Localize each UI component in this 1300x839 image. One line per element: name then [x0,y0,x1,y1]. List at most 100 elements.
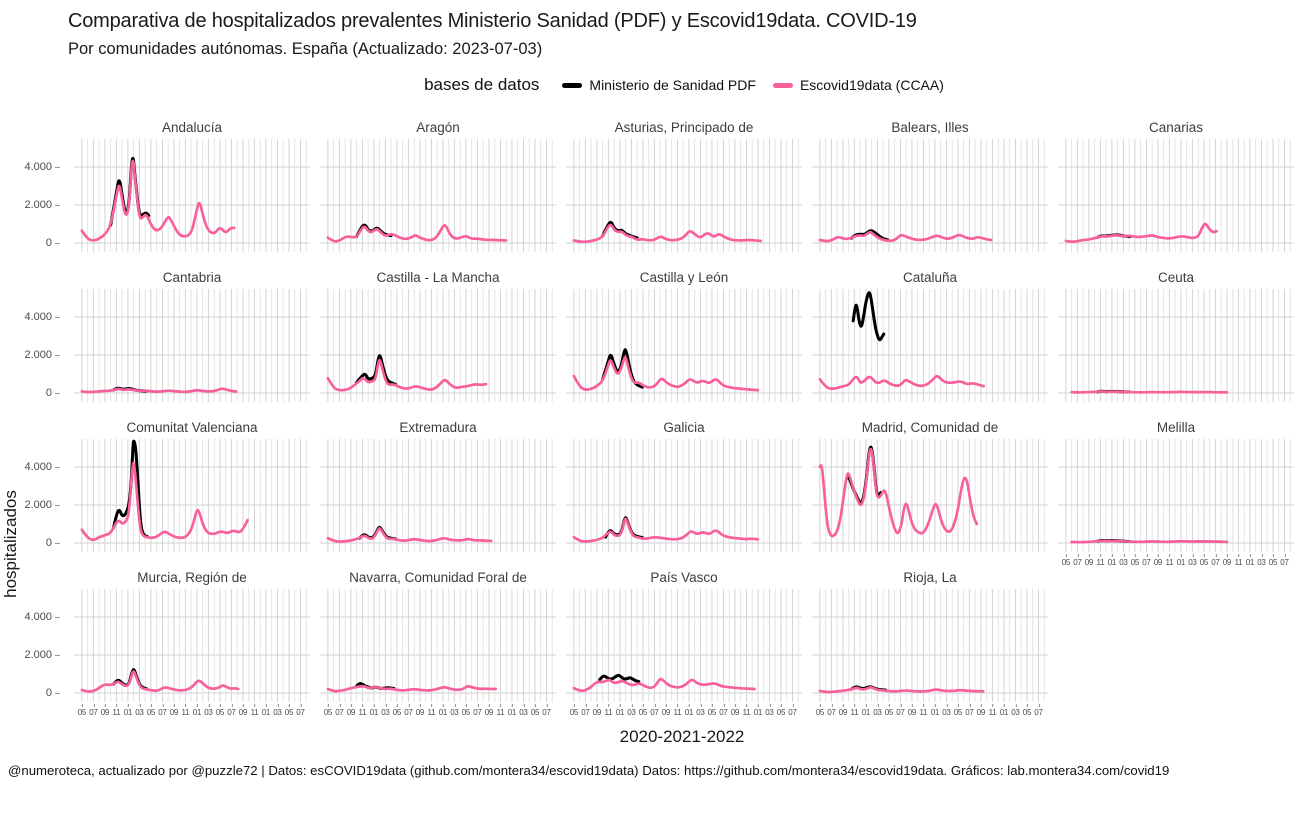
facet-title: Castilla - La Mancha [376,270,500,285]
facet-canarias: Canarias [1058,119,1294,269]
facet-navarra-comunidad-foral-de: Navarra, Comunidad Foral de 05 07 09 11 01 03 0… [320,569,556,719]
line-escovid [572,223,763,244]
gridlines [74,439,310,552]
x-tick-label: 05 [77,704,87,717]
facet-panel [320,139,556,252]
x-tick-label: 05 [707,704,717,717]
x-tick-label: 01 [507,704,517,717]
x-tick-label: 09 [976,704,986,717]
line-escovid [818,374,986,391]
facet-title: Extremadura [399,420,477,435]
x-tick-label: 05 [815,704,825,717]
line-escovid [818,230,993,243]
facet-melilla: Melilla 05 07 09 11 01 03 05 07 09 11 01 03 05 07 09 11 0… [1058,419,1294,569]
x-tick-label: 11 [358,704,367,717]
y-tick-mark [55,466,60,468]
x-tick-label: 11 [427,704,436,717]
x-tick-label: 09 [415,704,425,717]
line-escovid [80,387,238,394]
line-escovid [326,224,508,243]
line-escovid [326,358,488,392]
gridlines [320,139,556,252]
page-title: Comparativa de hospitalizados prevalente… [68,10,917,32]
facet-panel [74,589,310,702]
facet-arago-n: Aragón [320,119,556,269]
legend-label-escovid: Escovid19data (CCAA) [799,77,944,93]
facet-panel [812,589,1048,702]
x-tick-label: 09 [238,704,248,717]
x-tick-label: 05 [1130,554,1140,567]
x-tick-label: 09 [484,704,494,717]
x-tick-label: 07 [89,704,98,717]
facet-title: País Vasco [650,570,718,585]
x-tick-label: 01 [369,704,379,717]
x-tick-label: 09 [907,704,917,717]
facet-title: Rioja, La [903,570,957,585]
y-tick-mark [55,204,60,206]
facet-panel [320,289,556,402]
x-tick-label: 05 [1199,554,1209,567]
facet-ceuta: Ceuta [1058,269,1294,419]
x-tick-label: 03 [1188,554,1197,567]
facet-panel [320,589,556,702]
facet-title: Melilla [1156,420,1196,435]
x-tick-label: 07 [404,704,413,717]
y-tick-mark [55,542,60,544]
facet-panel [812,289,1048,402]
x-tick-label: 07 [719,704,728,717]
x-tick-label: 07 [1211,554,1220,567]
line-escovid [1070,539,1229,544]
facet-panel [1058,439,1294,552]
x-tick-labels: 05 07 09 11 01 03 05 07 09 11 01 03 05 07 09 11 01 03 05 07 [812,703,1048,718]
facet-comunitat-valenciana: Comunitat Valenciana [74,419,310,569]
facet-panel [74,439,310,552]
gridlines [1058,439,1294,552]
x-tick-label: 03 [627,704,636,717]
y-tick-label: 0 [46,387,60,399]
facet-pai-s-vasco: País Vasco 05 07 09 11 01 03 05 07 09 11 01 03 05 07 09… [566,569,802,719]
x-tick-label: 07 [650,704,659,717]
x-tick-label: 07 [473,704,482,717]
x-tick-label: 11 [673,704,682,717]
plot-area: hospitalizados 4.000 2.000 0 Andalucía Aragó… [0,119,1300,747]
legend-title: bases de datos [424,75,540,94]
facet-title: Balears, Illes [891,120,969,135]
facet-panel [566,289,802,402]
x-tick-label: 03 [519,704,528,717]
x-tick-label: 07 [1034,704,1043,717]
x-tick-label: 11 [1165,554,1174,567]
x-tick-label: 03 [942,704,951,717]
facet-castilla-y-leo-n: Castilla y León [566,269,802,419]
legend-item-escovid: Escovid19data (CCAA) [772,77,944,93]
facet-title: Ceuta [1157,270,1195,285]
gridlines [320,439,556,552]
x-tick-label: 05 [215,704,225,717]
x-tick-label: 05 [1061,554,1071,567]
x-tick-label: 09 [1153,554,1163,567]
x-tick-label: 09 [838,704,848,717]
x-tick-label: 09 [1084,554,1094,567]
x-tick-label: 09 [346,704,356,717]
ministerio-line-swatch-icon [562,82,583,88]
facet-title: Castilla y León [639,270,729,285]
y-tick-label: 2.000 [24,199,60,211]
x-tick-label: 11 [742,704,751,717]
gridlines [74,289,310,402]
x-tick-label: 11 [919,704,928,717]
x-tick-label: 07 [788,704,797,717]
x-tick-label: 01 [438,704,448,717]
gridlines [74,589,310,702]
y-tick-label: 0 [46,237,60,249]
x-tick-label: 05 [146,704,156,717]
legend-item-ministerio: Ministerio de Sanidad PDF [562,77,756,93]
y-axis-labels: 4.000 2.000 0 [0,269,64,419]
x-tick-label: 05 [776,704,786,717]
y-tick-label: 4.000 [24,161,60,173]
x-tick-label: 11 [850,704,859,717]
facet-panel [812,139,1048,252]
x-tick-label: 01 [930,704,940,717]
x-tick-label: 05 [953,704,963,717]
x-tick-label: 03 [1119,554,1128,567]
x-tick-label: 11 [496,704,505,717]
facet-panel [74,289,310,402]
